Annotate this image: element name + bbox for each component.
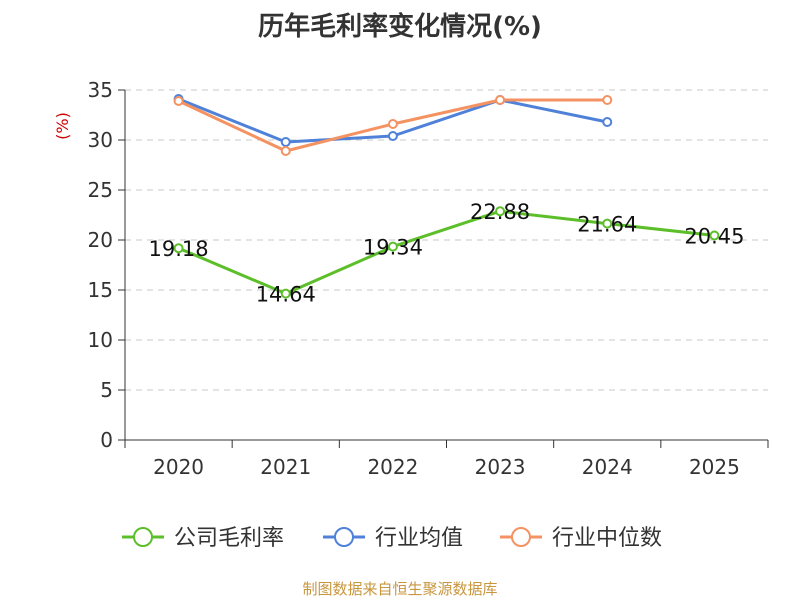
data-label: 19.34 [363, 236, 423, 260]
data-label: 20.45 [684, 225, 744, 249]
y-tick-label: 35 [88, 78, 113, 102]
data-point [387, 131, 398, 141]
x-tick-label: 2023 [475, 455, 526, 479]
y-tick-label: 20 [88, 228, 113, 252]
data-label: 22.88 [470, 200, 530, 224]
series-line-0 [177, 209, 715, 296]
x-tick-label: 2022 [367, 455, 418, 479]
data-point [709, 230, 720, 241]
x-tick-label: 2021 [260, 455, 311, 479]
data-point [387, 119, 398, 129]
legend-swatch-marker [133, 527, 153, 547]
legend-swatch-marker [334, 527, 354, 547]
data-label: 14.64 [256, 283, 316, 307]
x-tick-label: 2020 [153, 455, 204, 479]
y-tick-label: 30 [88, 128, 113, 152]
data-point [173, 96, 184, 106]
data-point [495, 206, 506, 217]
y-tick-label: 0 [100, 428, 113, 452]
y-tick-label: 15 [88, 278, 113, 302]
x-tick-label: 2025 [689, 455, 740, 479]
data-point [602, 218, 613, 229]
data-point [280, 146, 291, 156]
legend-label: 行业均值 [375, 526, 463, 551]
source-note: 制图数据来自恒生聚源数据库 [302, 580, 498, 598]
data-point [602, 117, 613, 127]
data-label: 21.64 [577, 213, 637, 237]
data-point [387, 241, 398, 252]
y-tick-label: 5 [100, 378, 113, 402]
y-tick-label: 25 [88, 178, 113, 202]
data-point [495, 95, 506, 105]
legend-label: 公司毛利率 [174, 526, 284, 551]
legend-swatch-marker [511, 527, 531, 547]
legend-label: 行业中位数 [552, 526, 662, 551]
y-tick-label: 10 [88, 328, 113, 352]
data-point [602, 95, 613, 105]
data-point [280, 137, 291, 147]
data-label: 19.18 [149, 237, 209, 261]
x-tick-label: 2024 [582, 455, 633, 479]
data-point [173, 243, 184, 254]
chart-title: 历年毛利率变化情况(%) [258, 12, 542, 42]
data-point [280, 288, 291, 299]
y-axis-unit-label: (%) [53, 112, 72, 140]
